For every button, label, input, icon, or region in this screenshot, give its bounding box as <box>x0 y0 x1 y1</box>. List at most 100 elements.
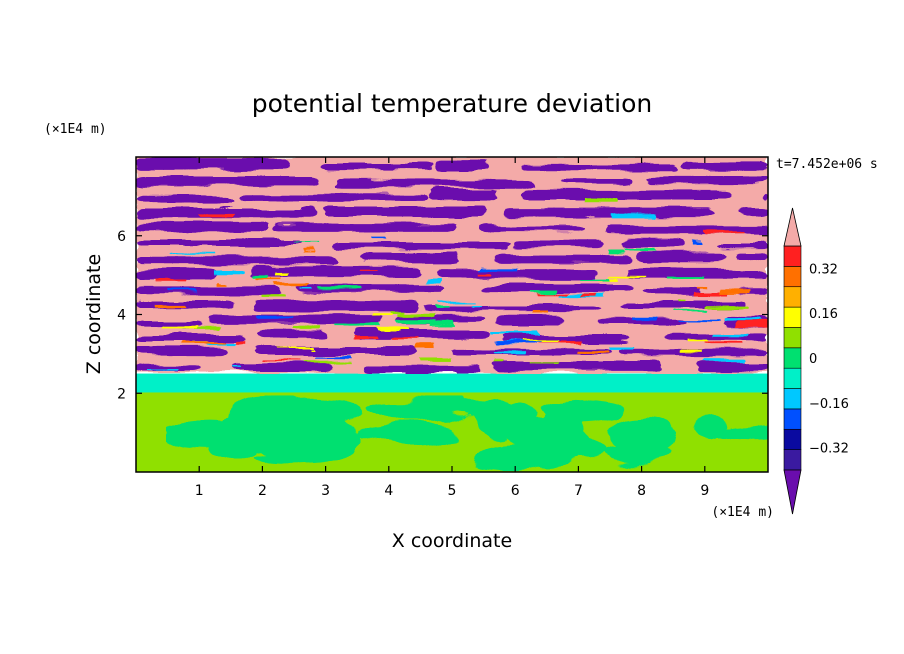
fringe-mark <box>529 360 557 363</box>
colorbar-bin <box>783 347 802 369</box>
fringe-mark <box>612 214 656 218</box>
y-tick-label: 6 <box>117 229 126 245</box>
colorbar-bin <box>783 408 802 430</box>
band-stripe <box>430 188 499 200</box>
fringe-mark <box>353 334 379 339</box>
band-stripe <box>434 160 490 171</box>
fringe-mark <box>494 351 527 355</box>
fringe-mark <box>691 241 702 245</box>
band-stripe <box>642 286 701 295</box>
fringe-mark <box>373 312 394 316</box>
fringe-mark <box>164 325 199 329</box>
band-stripe <box>622 239 684 247</box>
colorbar-bin <box>783 266 802 288</box>
colorbar-tick-label: −0.16 <box>809 397 849 412</box>
swirl-patch <box>610 414 678 454</box>
colorbar-max-arrow <box>783 207 802 247</box>
fringe-mark <box>181 341 226 344</box>
contour-field <box>136 157 768 472</box>
lower-layer-swirls <box>166 389 768 471</box>
fringe-mark <box>688 338 709 342</box>
fringe-mark <box>392 337 418 340</box>
band-stripe <box>493 359 661 370</box>
swirl-patch <box>287 436 346 456</box>
y-axis: 2 4 6 <box>117 229 768 402</box>
colorbar-tick-label: −0.32 <box>809 442 849 457</box>
band-stripe <box>437 269 598 280</box>
band-stripe <box>136 346 229 356</box>
fringe-mark <box>315 355 352 359</box>
fringe-mark <box>429 321 454 325</box>
band-stripe <box>739 207 768 216</box>
band-stripe <box>503 207 714 217</box>
band-stripe <box>136 208 318 218</box>
fringe-mark <box>168 289 197 292</box>
band-stripe <box>423 305 601 312</box>
fringe-mark <box>494 341 538 344</box>
fringe-mark <box>377 328 408 331</box>
fringe-mark <box>199 213 235 217</box>
fringe-mark <box>724 318 761 322</box>
swirl-patch <box>709 425 768 445</box>
band-stripe <box>319 162 433 170</box>
colorbar-bin <box>783 245 802 267</box>
band-stripe <box>763 191 768 201</box>
fringe-mark <box>263 358 301 361</box>
band-stripe <box>136 334 245 342</box>
band-stripe <box>136 222 269 232</box>
chart-title: potential temperature deviation <box>252 89 652 118</box>
band-stripe <box>335 179 536 188</box>
band-stripe <box>354 329 490 339</box>
fringe-mark <box>471 304 481 308</box>
band-stripe <box>254 346 416 356</box>
fringe-mark <box>397 313 435 317</box>
fringe-mark <box>426 280 441 284</box>
fringe-mark <box>704 232 745 235</box>
band-stripe <box>136 158 291 169</box>
fringe-mark <box>171 251 215 254</box>
fringe-mark <box>218 283 229 286</box>
swirl-patch <box>218 408 295 449</box>
band-stripe <box>297 284 446 292</box>
colorbar-tick-label: 0.16 <box>809 307 838 322</box>
x-tick-label: 8 <box>637 483 646 499</box>
y-tick-label: 2 <box>117 386 126 402</box>
band-stripe <box>698 362 768 373</box>
band-stripe <box>512 240 604 248</box>
fringe-mark <box>539 340 582 344</box>
fringe-mark <box>490 330 537 335</box>
band-stripe <box>496 315 563 326</box>
fringe-mark <box>305 361 352 364</box>
fringe-mark <box>532 309 549 313</box>
y-unit-label: (×1E4 m) <box>44 122 107 137</box>
colorbar-tick-label: 0.32 <box>809 262 838 277</box>
band-stripe <box>136 269 215 280</box>
time-label: t=7.452e+06 s <box>776 157 878 172</box>
band-stripe <box>717 243 768 249</box>
x-tick-label: 1 <box>195 483 204 499</box>
fringe-mark <box>235 340 246 344</box>
fringe-mark <box>608 249 624 253</box>
band-stripe <box>604 226 768 235</box>
band-stripe <box>450 349 613 356</box>
fringe-mark <box>718 289 750 294</box>
band-stripe <box>136 255 337 266</box>
band-stripe <box>520 190 732 201</box>
swirl-patch <box>381 421 458 443</box>
fringe-mark <box>275 271 288 276</box>
band-stripe <box>333 242 510 250</box>
x-tick-label: 2 <box>258 483 267 499</box>
swirl-patch <box>694 409 724 442</box>
band-stripe <box>257 329 328 339</box>
fringe-mark <box>155 303 186 308</box>
colorbar-bin <box>783 367 802 389</box>
fringe-mark <box>624 248 656 251</box>
fringe-mark <box>680 349 703 353</box>
fringe-mark <box>667 276 705 279</box>
fringe-mark <box>302 248 314 251</box>
swirl-patch <box>423 389 466 419</box>
fringe-mark <box>147 369 179 371</box>
fringe-mark <box>611 346 634 351</box>
colorbar-bin <box>783 306 802 328</box>
